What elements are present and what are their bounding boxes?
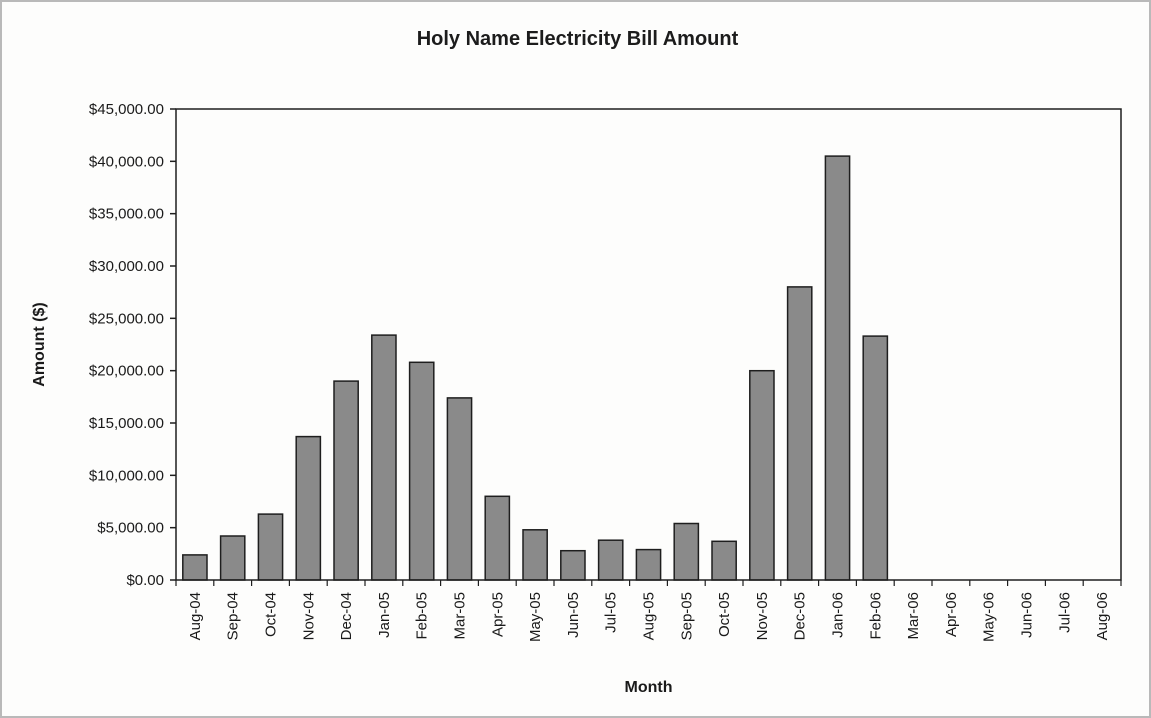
bar-apr-05 [485, 496, 509, 580]
y-tick-label: $35,000.00 [89, 206, 164, 223]
x-tick-label: May-05 [527, 592, 544, 642]
x-tick-label: May-06 [981, 592, 998, 642]
bar-oct-05 [712, 541, 736, 580]
y-axis-title: Amount ($) [31, 302, 48, 386]
x-tick-label: Jun-06 [1019, 592, 1036, 638]
bar-mar-05 [447, 398, 471, 580]
x-axis-ticks: Aug-04 Sep-04 Oct-04 Nov-04 Dec-04 Jan-05 Feb-… [176, 580, 1121, 642]
x-tick-label: Oct-04 [263, 592, 280, 637]
x-tick-label: Nov-04 [300, 592, 317, 640]
bar-series [183, 156, 888, 580]
x-tick-label: Jan-05 [376, 592, 393, 638]
x-tick-label: Dec-04 [338, 592, 355, 640]
bar-jan-06 [825, 156, 849, 580]
x-tick-label: Nov-05 [754, 592, 771, 640]
bar-sep-04 [221, 536, 245, 580]
x-tick-label: Mar-06 [905, 592, 922, 640]
y-tick-label: $10,000.00 [89, 467, 164, 484]
y-tick-label: $5,000.00 [97, 520, 164, 537]
y-tick-label: $45,000.00 [89, 101, 164, 118]
y-tick-label: $25,000.00 [89, 310, 164, 327]
x-tick-label: Oct-05 [716, 592, 733, 637]
x-tick-label: Aug-06 [1094, 592, 1111, 640]
x-tick-label: Mar-05 [452, 592, 469, 640]
x-axis-title: Month [625, 679, 673, 696]
bar-may-05 [523, 530, 547, 580]
x-tick-label: Jun-05 [565, 592, 582, 638]
bar-sep-05 [674, 524, 698, 581]
bar-aug-05 [636, 550, 660, 580]
x-tick-label: Jan-06 [830, 592, 847, 638]
bar-oct-04 [258, 514, 282, 580]
x-tick-label: Apr-05 [489, 592, 506, 637]
bar-aug-04 [183, 555, 207, 580]
y-tick-label: $20,000.00 [89, 363, 164, 380]
bar-dec-05 [788, 287, 812, 580]
bar-feb-05 [410, 362, 434, 580]
y-tick-label: $15,000.00 [89, 415, 164, 432]
y-axis-ticks: $0.00 $5,000.00 $10,000.00 $15,000.00 $20,00… [89, 101, 176, 589]
x-tick-label: Dec-05 [792, 592, 809, 640]
bar-feb-06 [863, 336, 887, 580]
x-tick-label: Feb-05 [414, 592, 431, 640]
bar-jul-05 [599, 540, 623, 580]
bar-dec-04 [334, 381, 358, 580]
x-tick-label: Aug-04 [187, 592, 204, 640]
x-tick-label: Sep-05 [678, 592, 695, 640]
y-tick-label: $40,000.00 [89, 153, 164, 170]
x-tick-label: Apr-06 [943, 592, 960, 637]
bar-nov-04 [296, 437, 320, 580]
x-tick-label: Jul-05 [603, 592, 620, 633]
x-tick-label: Jul-06 [1056, 592, 1073, 633]
y-tick-label: $0.00 [126, 572, 164, 589]
x-tick-label: Feb-06 [867, 592, 884, 640]
y-tick-label: $30,000.00 [89, 258, 164, 275]
bar-jun-05 [561, 551, 585, 580]
bar-nov-05 [750, 371, 774, 580]
x-tick-label: Sep-04 [225, 592, 242, 640]
bar-jan-05 [372, 335, 396, 580]
x-tick-label: Aug-05 [641, 592, 658, 640]
